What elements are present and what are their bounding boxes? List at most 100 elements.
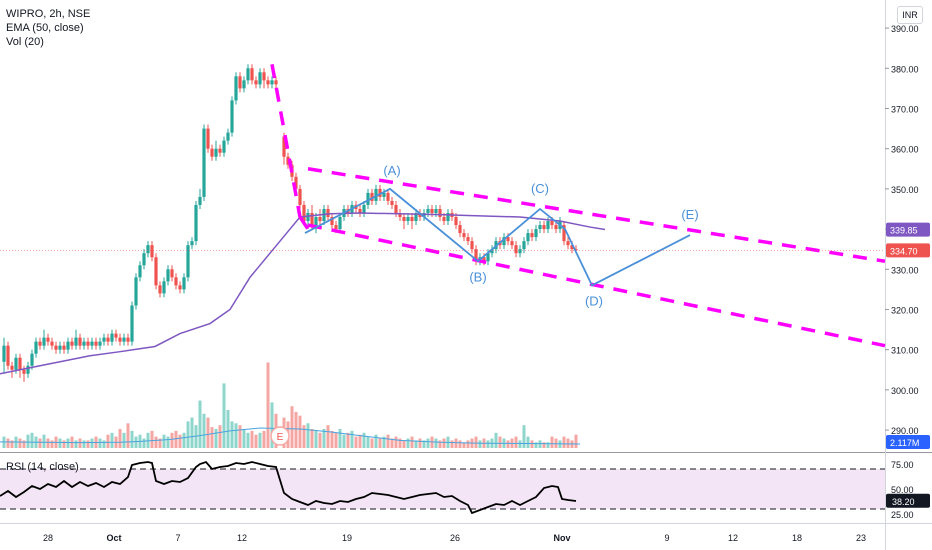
candle-body xyxy=(78,337,82,346)
candle-body xyxy=(554,225,558,230)
volume-bar xyxy=(298,415,302,448)
time-tick-label: 19 xyxy=(342,533,352,543)
candle-body xyxy=(366,192,370,205)
ema-price-tag xyxy=(886,222,930,237)
candle-body xyxy=(338,217,342,230)
ema-legend[interactable]: EMA (50, close) xyxy=(6,22,84,34)
candle-body xyxy=(530,233,534,238)
candle-body xyxy=(490,249,494,254)
volume-bar xyxy=(338,429,342,448)
volume-bar xyxy=(38,438,42,448)
volume-bar xyxy=(178,434,182,448)
volume-bar xyxy=(170,432,174,448)
volume-bar xyxy=(294,411,298,448)
volume-bar xyxy=(394,436,398,448)
volume-bar xyxy=(74,440,78,448)
volume-bar xyxy=(358,434,362,448)
volume-bar xyxy=(566,438,570,448)
candle-body xyxy=(550,221,554,226)
volume-bar xyxy=(130,430,134,448)
candle-body xyxy=(106,337,110,342)
candle-body xyxy=(30,353,34,366)
pattern-line xyxy=(298,216,310,231)
rsi-legend[interactable]: RSI (14, close) xyxy=(6,461,79,473)
candle-body xyxy=(358,208,362,213)
price-tick-label: 290.00 xyxy=(891,426,919,436)
volume-bar xyxy=(150,430,154,448)
symbol-legend[interactable]: WIPRO, 2h, NSE xyxy=(6,8,91,20)
volume-bar xyxy=(546,442,550,448)
volume-bar xyxy=(354,436,358,448)
candle-body xyxy=(454,217,458,226)
volume-bar xyxy=(154,436,158,448)
volume-bars xyxy=(0,362,581,448)
price-tick-label: 350.00 xyxy=(891,185,919,195)
ema-price-tag-label: 339.85 xyxy=(890,226,918,236)
candle-body xyxy=(526,233,530,242)
candle-body xyxy=(298,188,302,205)
volume-bar xyxy=(186,421,190,448)
volume-bar xyxy=(214,429,218,448)
candle-body xyxy=(238,76,242,89)
price-tick-label: 330.00 xyxy=(891,265,919,275)
candle-body xyxy=(102,337,106,342)
candle-body xyxy=(258,72,262,85)
last-price-tag xyxy=(886,243,930,258)
candle-body xyxy=(186,245,190,278)
candle-body xyxy=(410,217,414,222)
candle-body xyxy=(166,269,170,282)
rsi-value-tag xyxy=(886,493,930,508)
volume-bar xyxy=(22,440,26,448)
candle-body xyxy=(14,357,18,370)
candle-body xyxy=(282,136,286,157)
volume-bar xyxy=(574,434,578,448)
volume-bar xyxy=(258,432,262,448)
volume-bar xyxy=(530,440,534,448)
time-tick-label: 12 xyxy=(237,533,247,543)
volume-bar xyxy=(110,432,114,448)
time-tick-label: 12 xyxy=(728,533,738,543)
price-tick-label: 360.00 xyxy=(891,145,919,155)
pattern-line xyxy=(270,63,302,218)
volume-bar xyxy=(366,436,370,448)
currency-button[interactable]: INR xyxy=(897,6,923,24)
candle-body xyxy=(254,80,258,85)
volume-bar xyxy=(522,425,526,448)
volume-bar xyxy=(466,440,470,448)
volume-bar xyxy=(534,442,538,448)
volume-bar xyxy=(42,434,46,448)
candle-body xyxy=(18,357,22,370)
candle-body xyxy=(446,213,450,222)
volume-bar xyxy=(46,438,50,448)
candle-body xyxy=(370,192,374,201)
volume-bar xyxy=(250,430,254,448)
price-tick-label: 380.00 xyxy=(891,64,919,74)
wave-label: (B) xyxy=(469,269,486,284)
candle-body xyxy=(562,225,566,242)
volume-bar xyxy=(310,429,314,448)
candle-body xyxy=(2,345,6,362)
volume-tag xyxy=(886,435,930,449)
volume-bar xyxy=(498,436,502,448)
volume-bar xyxy=(270,402,274,448)
candle-body xyxy=(318,217,322,222)
wave-label: (D) xyxy=(585,293,603,308)
volume-bar xyxy=(242,429,246,448)
candle-body xyxy=(110,333,114,342)
volume-bar xyxy=(266,362,270,448)
volume-bar xyxy=(538,440,542,448)
volume-legend[interactable]: Vol (20) xyxy=(6,36,44,48)
candle-body xyxy=(202,128,206,197)
candle-body xyxy=(98,341,102,346)
candle-body xyxy=(270,80,274,85)
candle-body xyxy=(230,100,234,133)
candle-body xyxy=(430,208,434,213)
time-tick-label: 28 xyxy=(43,533,53,543)
candle-body xyxy=(222,140,226,153)
candle-body xyxy=(546,221,550,230)
candle-body xyxy=(470,241,474,250)
candle-body xyxy=(398,213,402,218)
candle-body xyxy=(378,188,382,197)
volume-bar xyxy=(422,440,426,448)
